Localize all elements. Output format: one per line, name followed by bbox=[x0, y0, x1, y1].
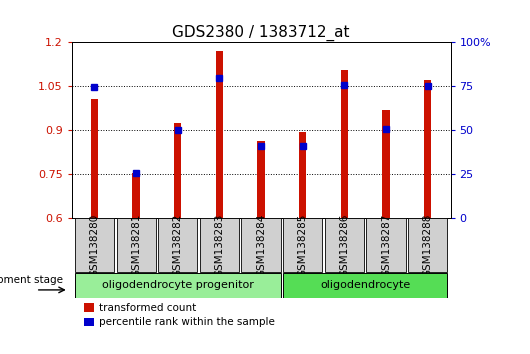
FancyBboxPatch shape bbox=[200, 218, 239, 272]
FancyBboxPatch shape bbox=[325, 218, 364, 272]
Title: GDS2380 / 1383712_at: GDS2380 / 1383712_at bbox=[172, 25, 350, 41]
Text: GSM138282: GSM138282 bbox=[173, 213, 183, 277]
FancyBboxPatch shape bbox=[158, 218, 197, 272]
Text: GSM138285: GSM138285 bbox=[298, 213, 308, 277]
Text: GSM138284: GSM138284 bbox=[256, 213, 266, 277]
Text: oligodendrocyte: oligodendrocyte bbox=[320, 280, 410, 290]
FancyBboxPatch shape bbox=[283, 273, 447, 298]
Text: development stage: development stage bbox=[0, 275, 63, 285]
Bar bbox=[382, 110, 390, 218]
Bar bbox=[132, 173, 140, 218]
FancyBboxPatch shape bbox=[75, 218, 114, 272]
Bar bbox=[216, 51, 223, 218]
Bar bbox=[174, 124, 181, 218]
Text: GSM138286: GSM138286 bbox=[339, 213, 349, 277]
Text: GSM138281: GSM138281 bbox=[131, 213, 141, 277]
FancyBboxPatch shape bbox=[366, 218, 405, 272]
Bar bbox=[299, 132, 306, 218]
Bar bbox=[341, 70, 348, 218]
Legend: transformed count, percentile rank within the sample: transformed count, percentile rank withi… bbox=[84, 303, 275, 327]
FancyBboxPatch shape bbox=[75, 273, 280, 298]
Bar bbox=[424, 80, 431, 218]
Bar bbox=[91, 99, 98, 218]
FancyBboxPatch shape bbox=[283, 218, 322, 272]
FancyBboxPatch shape bbox=[117, 218, 156, 272]
Text: GSM138283: GSM138283 bbox=[214, 213, 224, 277]
FancyBboxPatch shape bbox=[242, 218, 280, 272]
Text: GSM138288: GSM138288 bbox=[422, 213, 432, 277]
Text: GSM138287: GSM138287 bbox=[381, 213, 391, 277]
Text: GSM138280: GSM138280 bbox=[90, 213, 100, 277]
FancyBboxPatch shape bbox=[408, 218, 447, 272]
Text: oligodendrocyte progenitor: oligodendrocyte progenitor bbox=[102, 280, 254, 290]
Bar bbox=[257, 141, 265, 218]
